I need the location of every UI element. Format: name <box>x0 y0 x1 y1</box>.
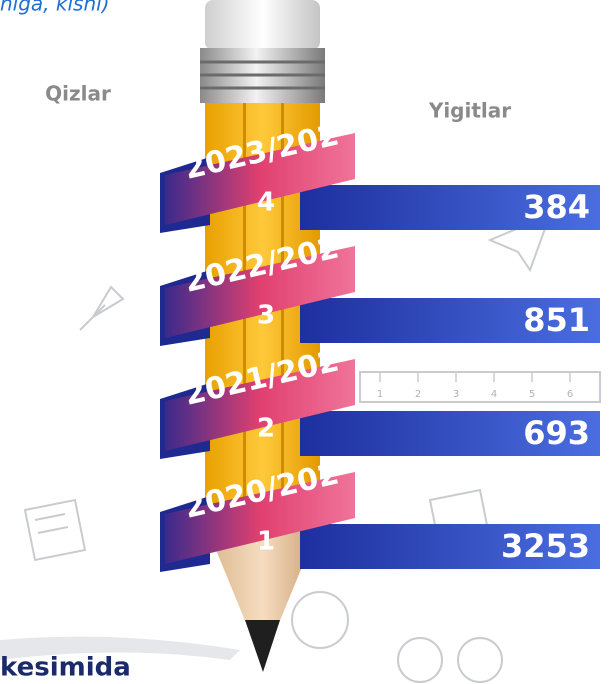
eraser <box>205 0 320 50</box>
value-label: 3253 <box>501 527 590 565</box>
value-ribbon <box>300 411 600 456</box>
row: 2020/2021 3253 <box>160 456 600 572</box>
subtitle: niga, kishi) <box>0 0 110 16</box>
year-label: 2 <box>257 414 275 444</box>
shadow <box>0 636 240 660</box>
pink-ribbon <box>165 133 355 225</box>
globe-icon <box>291 591 349 649</box>
row: 2021/2022 693 <box>160 343 600 459</box>
left-label: Qizlar <box>45 82 111 106</box>
value-label: 384 <box>523 188 590 226</box>
note-icon <box>23 498 87 562</box>
pencil-wood <box>205 523 320 645</box>
glasses-icon <box>397 637 443 683</box>
ruler-label: 5 <box>529 389 535 400</box>
pink-ribbon <box>165 246 355 338</box>
ruler <box>359 371 601 403</box>
footer-text: kesimida <box>0 653 131 683</box>
pink-ribbon <box>165 359 355 451</box>
pin-icon <box>79 285 125 331</box>
ruler-label: 4 <box>491 389 497 400</box>
pencil-tip <box>245 620 280 672</box>
ruler-label: 2 <box>415 389 421 400</box>
ruler-label: 6 <box>567 389 573 400</box>
ruler-label: 1 <box>377 389 383 400</box>
year-label: 1 <box>257 527 275 557</box>
glasses-icon <box>457 637 503 683</box>
decorations: 1 2 3 4 5 6 <box>0 213 601 683</box>
pink-ribbon <box>165 472 355 564</box>
value-label: 693 <box>523 414 590 452</box>
year-label: 3 <box>257 301 275 331</box>
value-label: 851 <box>523 301 590 339</box>
value-ribbon <box>300 185 600 230</box>
right-label: Yigitlar <box>428 99 511 123</box>
year-label: 4 <box>257 188 275 218</box>
value-ribbon <box>300 298 600 343</box>
ruler-label: 3 <box>453 389 459 400</box>
value-ribbon <box>300 524 600 569</box>
